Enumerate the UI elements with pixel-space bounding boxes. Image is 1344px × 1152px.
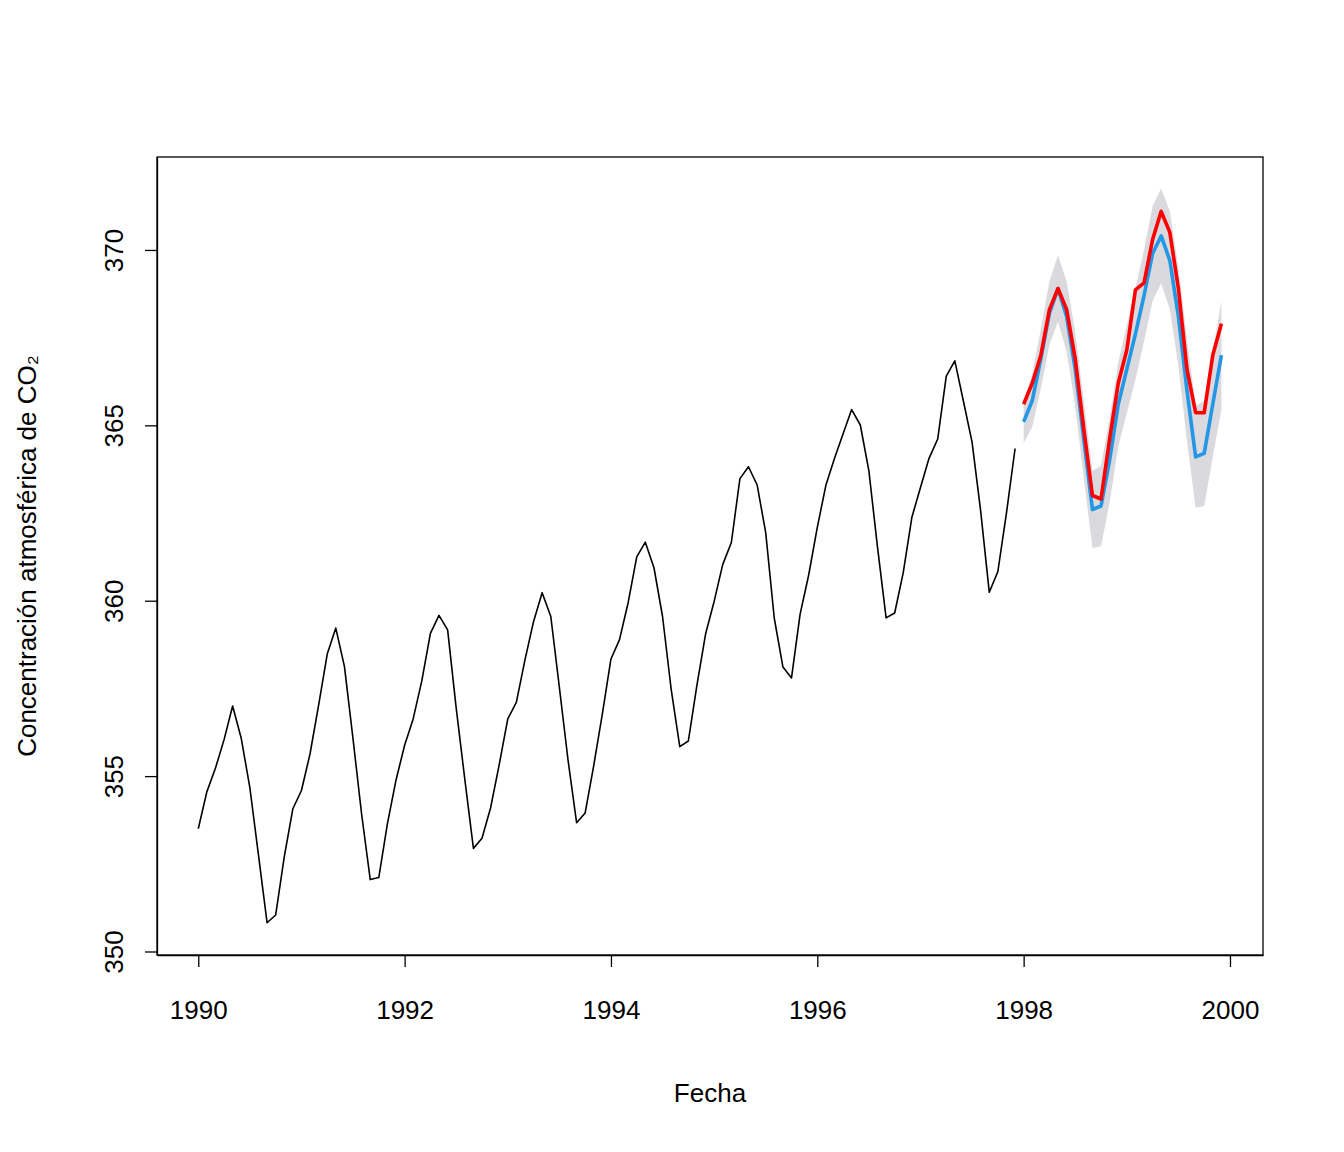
tick: 2000: [1202, 955, 1260, 1025]
tick-mark: [404, 955, 405, 967]
tick-label: 370: [99, 229, 129, 272]
tick: 365: [99, 404, 157, 447]
tick-label: 1998: [995, 995, 1053, 1025]
tick-mark: [1023, 955, 1024, 967]
tick-label: 1994: [583, 995, 641, 1025]
interval-band: [1024, 189, 1222, 549]
tick: 370: [99, 229, 157, 272]
tick-label: 365: [99, 404, 129, 447]
x-axis: 1990 1992 1994 1996 1998 2000: [158, 955, 1264, 1025]
tick-label: 350: [99, 930, 129, 973]
y-axis-title: Concentración atmosférica de CO₂: [12, 355, 42, 757]
plot-area: [198, 189, 1221, 923]
tick-mark: [198, 955, 199, 967]
tick-mark: [145, 250, 157, 251]
tick-label: 1992: [376, 995, 434, 1025]
tick: 355: [99, 755, 157, 798]
tick: 350: [99, 930, 157, 973]
tick: 1994: [583, 955, 641, 1025]
tick-mark: [611, 955, 612, 967]
forecast-line: [1024, 211, 1222, 499]
x-axis-title: Fecha: [674, 1078, 747, 1108]
tick-mark: [817, 955, 818, 967]
tick-mark: [1230, 955, 1231, 967]
axis-line: [158, 955, 1264, 956]
tick: 1996: [789, 955, 847, 1025]
tick-mark: [145, 951, 157, 952]
tick: 1990: [170, 955, 228, 1025]
tick: 1992: [376, 955, 434, 1025]
observed-line: [198, 361, 1015, 923]
tick-mark: [145, 776, 157, 777]
tick-label: 1990: [170, 995, 228, 1025]
tick-mark: [145, 425, 157, 426]
tick-label: 2000: [1202, 995, 1260, 1025]
plot-frame: [157, 157, 1263, 955]
tick: 1998: [995, 955, 1053, 1025]
tick-mark: [145, 601, 157, 602]
chart: 1990 1992 1994 1996 1998 2000 350 355 360 365 370 F…: [0, 0, 1344, 1152]
tick-label: 360: [99, 580, 129, 623]
y-axis: 350 355 360 365 370: [99, 158, 158, 974]
axis-line: [157, 158, 158, 956]
tick-label: 355: [99, 755, 129, 798]
tick: 360: [99, 580, 157, 623]
tick-label: 1996: [789, 995, 847, 1025]
